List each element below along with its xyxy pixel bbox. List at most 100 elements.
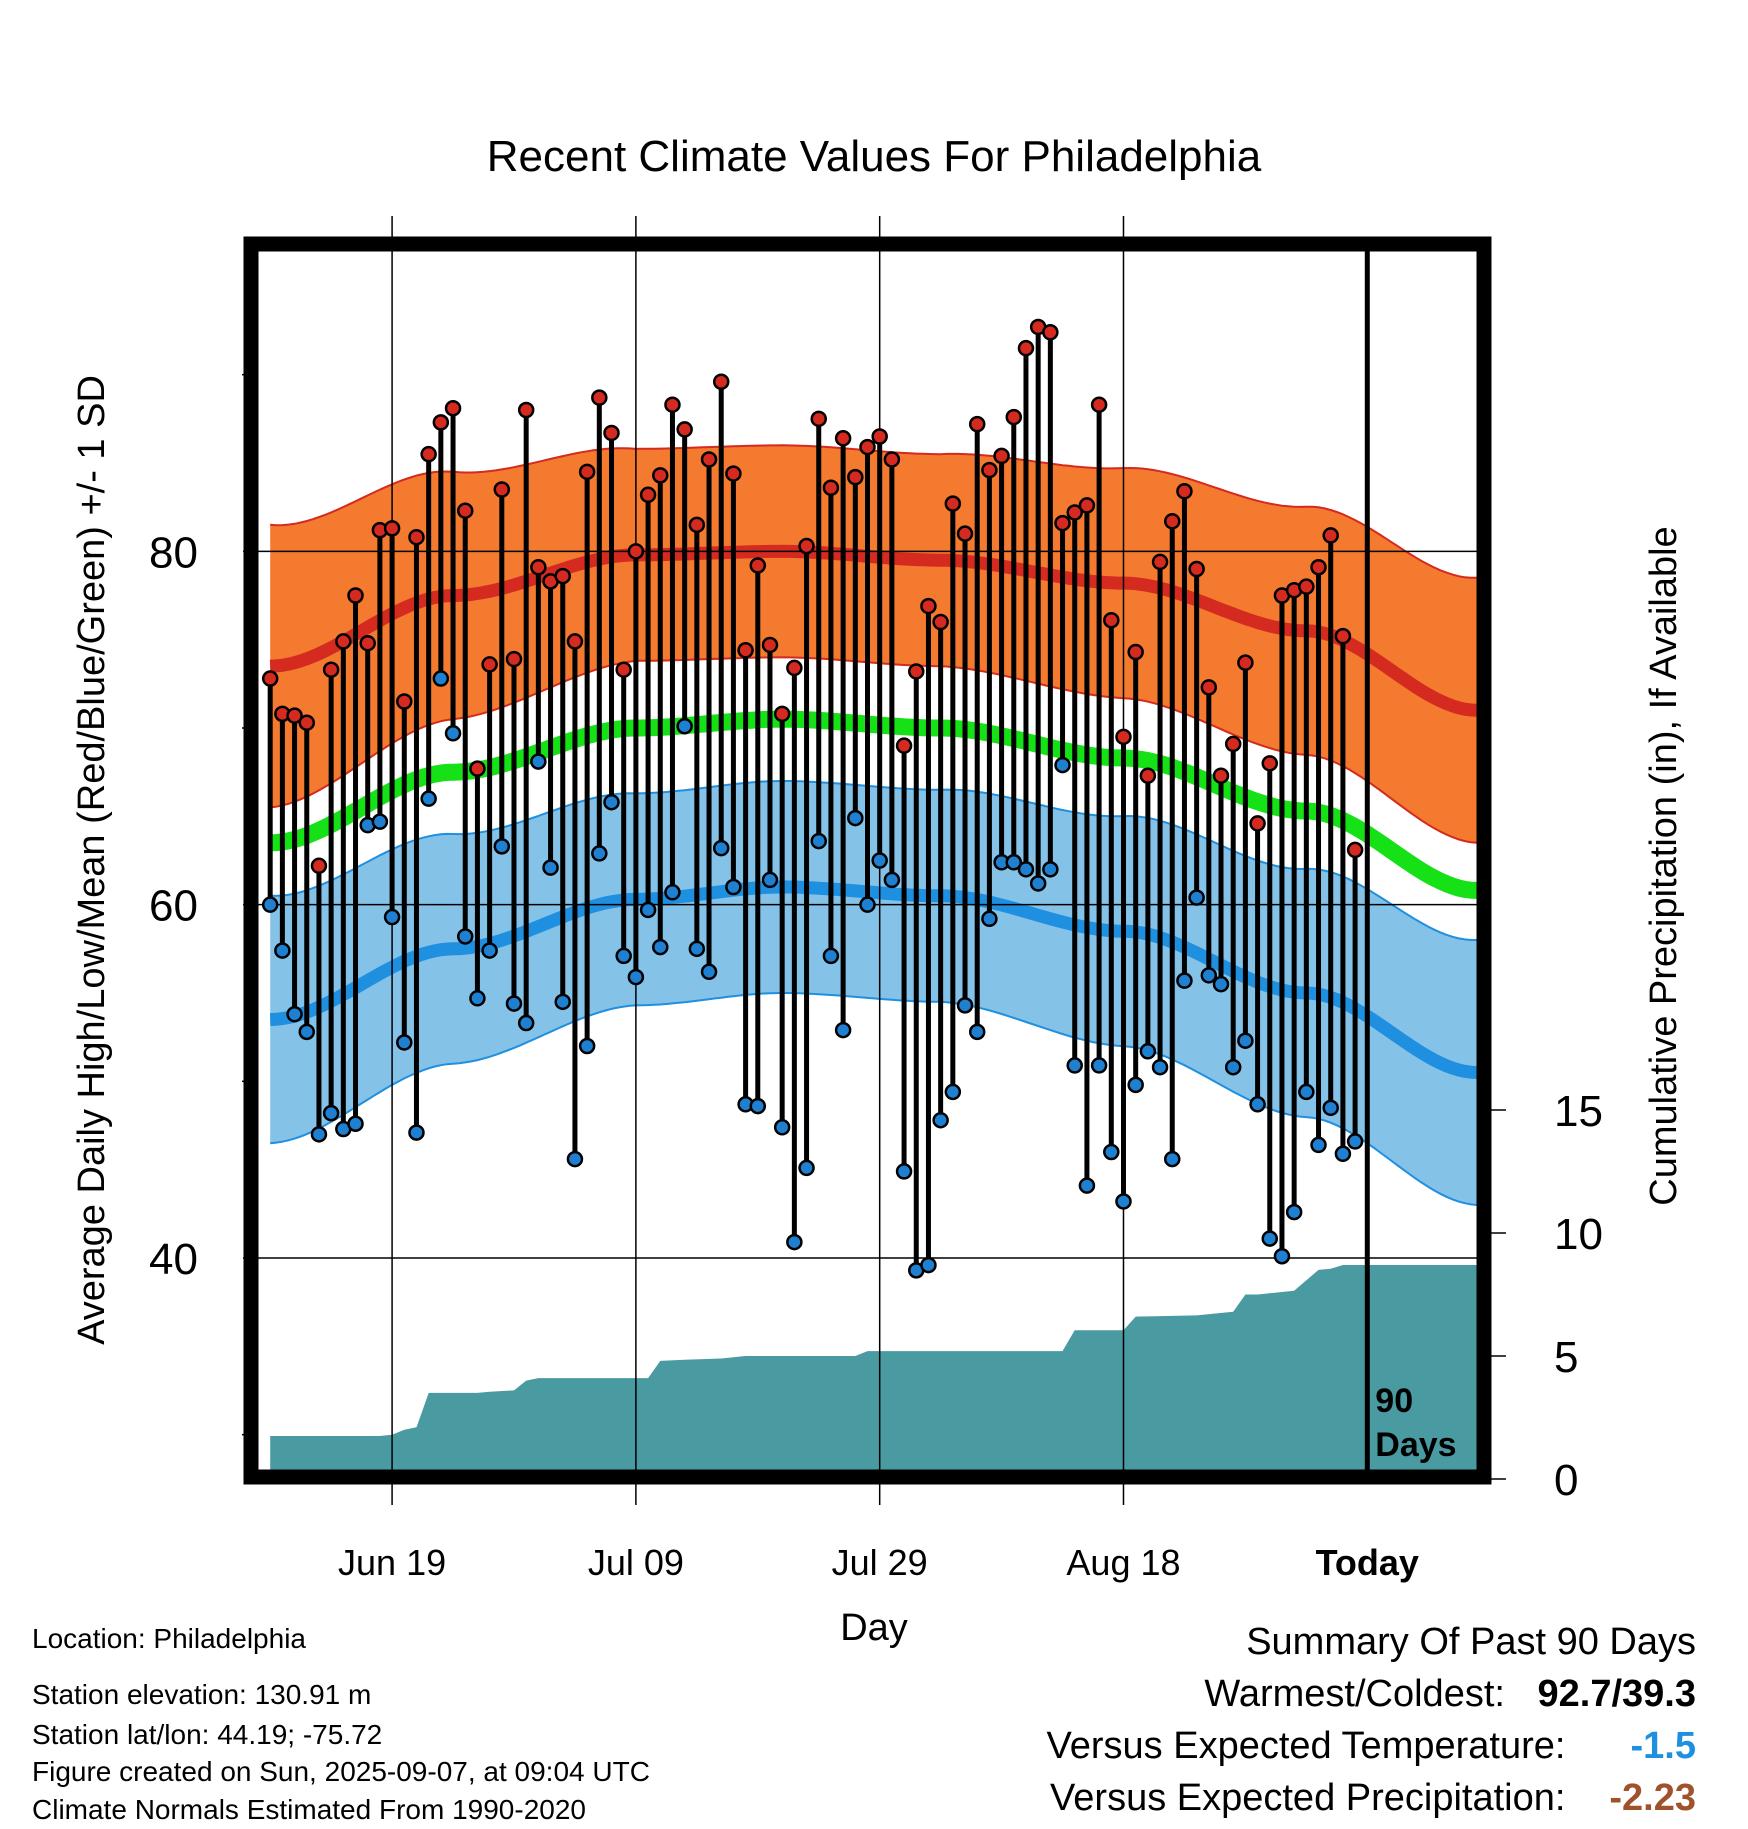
daily-low-point (1249, 1096, 1266, 1113)
y-right-axis-label: Cumulative Precipitation (in), If Availa… (1643, 526, 1685, 1205)
daily-low-point (1090, 1057, 1108, 1074)
precipitation-area (270, 1265, 1478, 1479)
daily-low-point (1188, 889, 1205, 906)
daily-high-point (1090, 396, 1108, 413)
x-axis-label: Day (840, 1607, 908, 1649)
daily-low-point (274, 942, 291, 959)
daily-high-point (1176, 483, 1193, 500)
daily-low-point (639, 901, 657, 919)
daily-high-point (310, 857, 328, 875)
precip-deviation-value: -2.23 (1609, 1777, 1696, 1819)
daily-high-point (1249, 815, 1266, 832)
daily-high-point (1103, 611, 1120, 629)
daily-high-point (383, 520, 401, 537)
y-right-tick-label: 0 (1554, 1456, 1578, 1505)
daily-low-point (1078, 1177, 1096, 1194)
daily-low-point (1298, 1083, 1315, 1101)
daily-high-point (1115, 728, 1132, 746)
daily-low-point (944, 1083, 962, 1101)
daily-low-point (347, 1115, 364, 1132)
daily-high-point (810, 410, 827, 428)
x-tick-label: Today (1316, 1542, 1419, 1583)
warmest-coldest-value: 92.7/39.3 (1537, 1673, 1696, 1715)
daily-high-point (1261, 755, 1279, 772)
normals-text: Climate Normals Estimated From 1990-2020 (32, 1794, 586, 1825)
daily-low-point (688, 940, 706, 958)
daily-high-point (920, 597, 937, 615)
daily-high-point (1200, 679, 1218, 696)
created-text: Figure created on Sun, 2025-09-07, at 09… (32, 1756, 650, 1787)
daily-high-point (591, 389, 608, 406)
daily-low-point (968, 1023, 986, 1041)
daily-high-point (322, 661, 340, 678)
daily-high-point (993, 447, 1010, 465)
daily-high-point (1139, 767, 1157, 784)
y-right-tick-label: 15 (1554, 1087, 1603, 1136)
daily-high-point (712, 373, 730, 390)
daily-high-point (615, 661, 632, 678)
daily-low-point (664, 884, 681, 901)
daily-low-point (1273, 1247, 1291, 1265)
daily-low-point (1176, 972, 1193, 989)
daily-high-point (956, 525, 974, 542)
y-left-axis-label: Average Daily High/Low/Mean (Red/Blue/Gr… (71, 375, 113, 1345)
daily-low-point (981, 910, 998, 928)
normal-high-line (269, 544, 1478, 717)
daily-high-point (908, 663, 925, 680)
daily-low-point (1164, 1150, 1181, 1168)
daily-low-point (1261, 1230, 1279, 1247)
daily-high-point (432, 414, 450, 431)
temp-deviation-value: -1.5 (1630, 1725, 1696, 1767)
plot-frame: 90 Days (243, 236, 1492, 1485)
daily-low-point (469, 990, 486, 1007)
daily-low-point (1237, 1032, 1254, 1049)
daily-low-point (1212, 975, 1230, 993)
daily-high-point (444, 399, 462, 417)
daily-low-point (834, 1021, 852, 1039)
daily-high-point (1066, 504, 1083, 521)
daily-high-point (1322, 527, 1339, 544)
daily-low-point (1346, 1133, 1364, 1150)
y-left-tick-label: 40 (149, 1235, 198, 1284)
daily-high-point (700, 451, 718, 468)
daily-low-point (615, 947, 632, 965)
daily-low-point (895, 1163, 913, 1180)
daily-low-point (444, 725, 462, 742)
daily-range-stems (267, 326, 1358, 1271)
daily-high-point (261, 670, 279, 687)
y-left-tick-label: 80 (149, 528, 198, 577)
latlon-text: Station lat/lon: 44.19; -75.72 (32, 1719, 383, 1750)
daily-low-point (1200, 967, 1218, 984)
daily-high-point (408, 528, 425, 546)
daily-high-point (1224, 735, 1242, 753)
daily-high-point (749, 557, 767, 574)
daily-low-point (1029, 875, 1047, 892)
temp-deviation-label: Versus Expected Temperature: (1046, 1725, 1566, 1767)
daily-low-point (603, 793, 620, 811)
daily-high-point (652, 467, 669, 484)
daily-low-point (322, 1104, 340, 1122)
daily-high-point (1164, 513, 1181, 530)
daily-high-point (944, 495, 962, 512)
normal-low-line (269, 880, 1478, 1079)
daily-high-point (688, 516, 706, 534)
daily-low-point (712, 839, 730, 857)
daily-low-point (749, 1097, 767, 1115)
elevation-text: Station elevation: 130.91 m (32, 1679, 372, 1710)
today-days-number: 90 (1375, 1382, 1413, 1420)
daily-high-point (883, 451, 901, 468)
chart-title: Recent Climate Values For Philadelphia (486, 132, 1262, 181)
daily-high-point (1237, 654, 1254, 671)
daily-low-point (310, 1126, 328, 1143)
daily-high-point (1298, 578, 1315, 595)
daily-low-point (420, 790, 437, 807)
daily-high-point (761, 636, 779, 654)
daily-high-point (493, 481, 511, 498)
x-tick-label: Jun 19 (338, 1542, 446, 1583)
x-tick-label: Aug 18 (1066, 1542, 1180, 1583)
today-days-label: Days (1375, 1426, 1456, 1464)
daily-high-point (554, 567, 571, 585)
daily-low-point (1127, 1076, 1144, 1094)
summary-heading: Summary Of Past 90 Days (1246, 1621, 1696, 1663)
